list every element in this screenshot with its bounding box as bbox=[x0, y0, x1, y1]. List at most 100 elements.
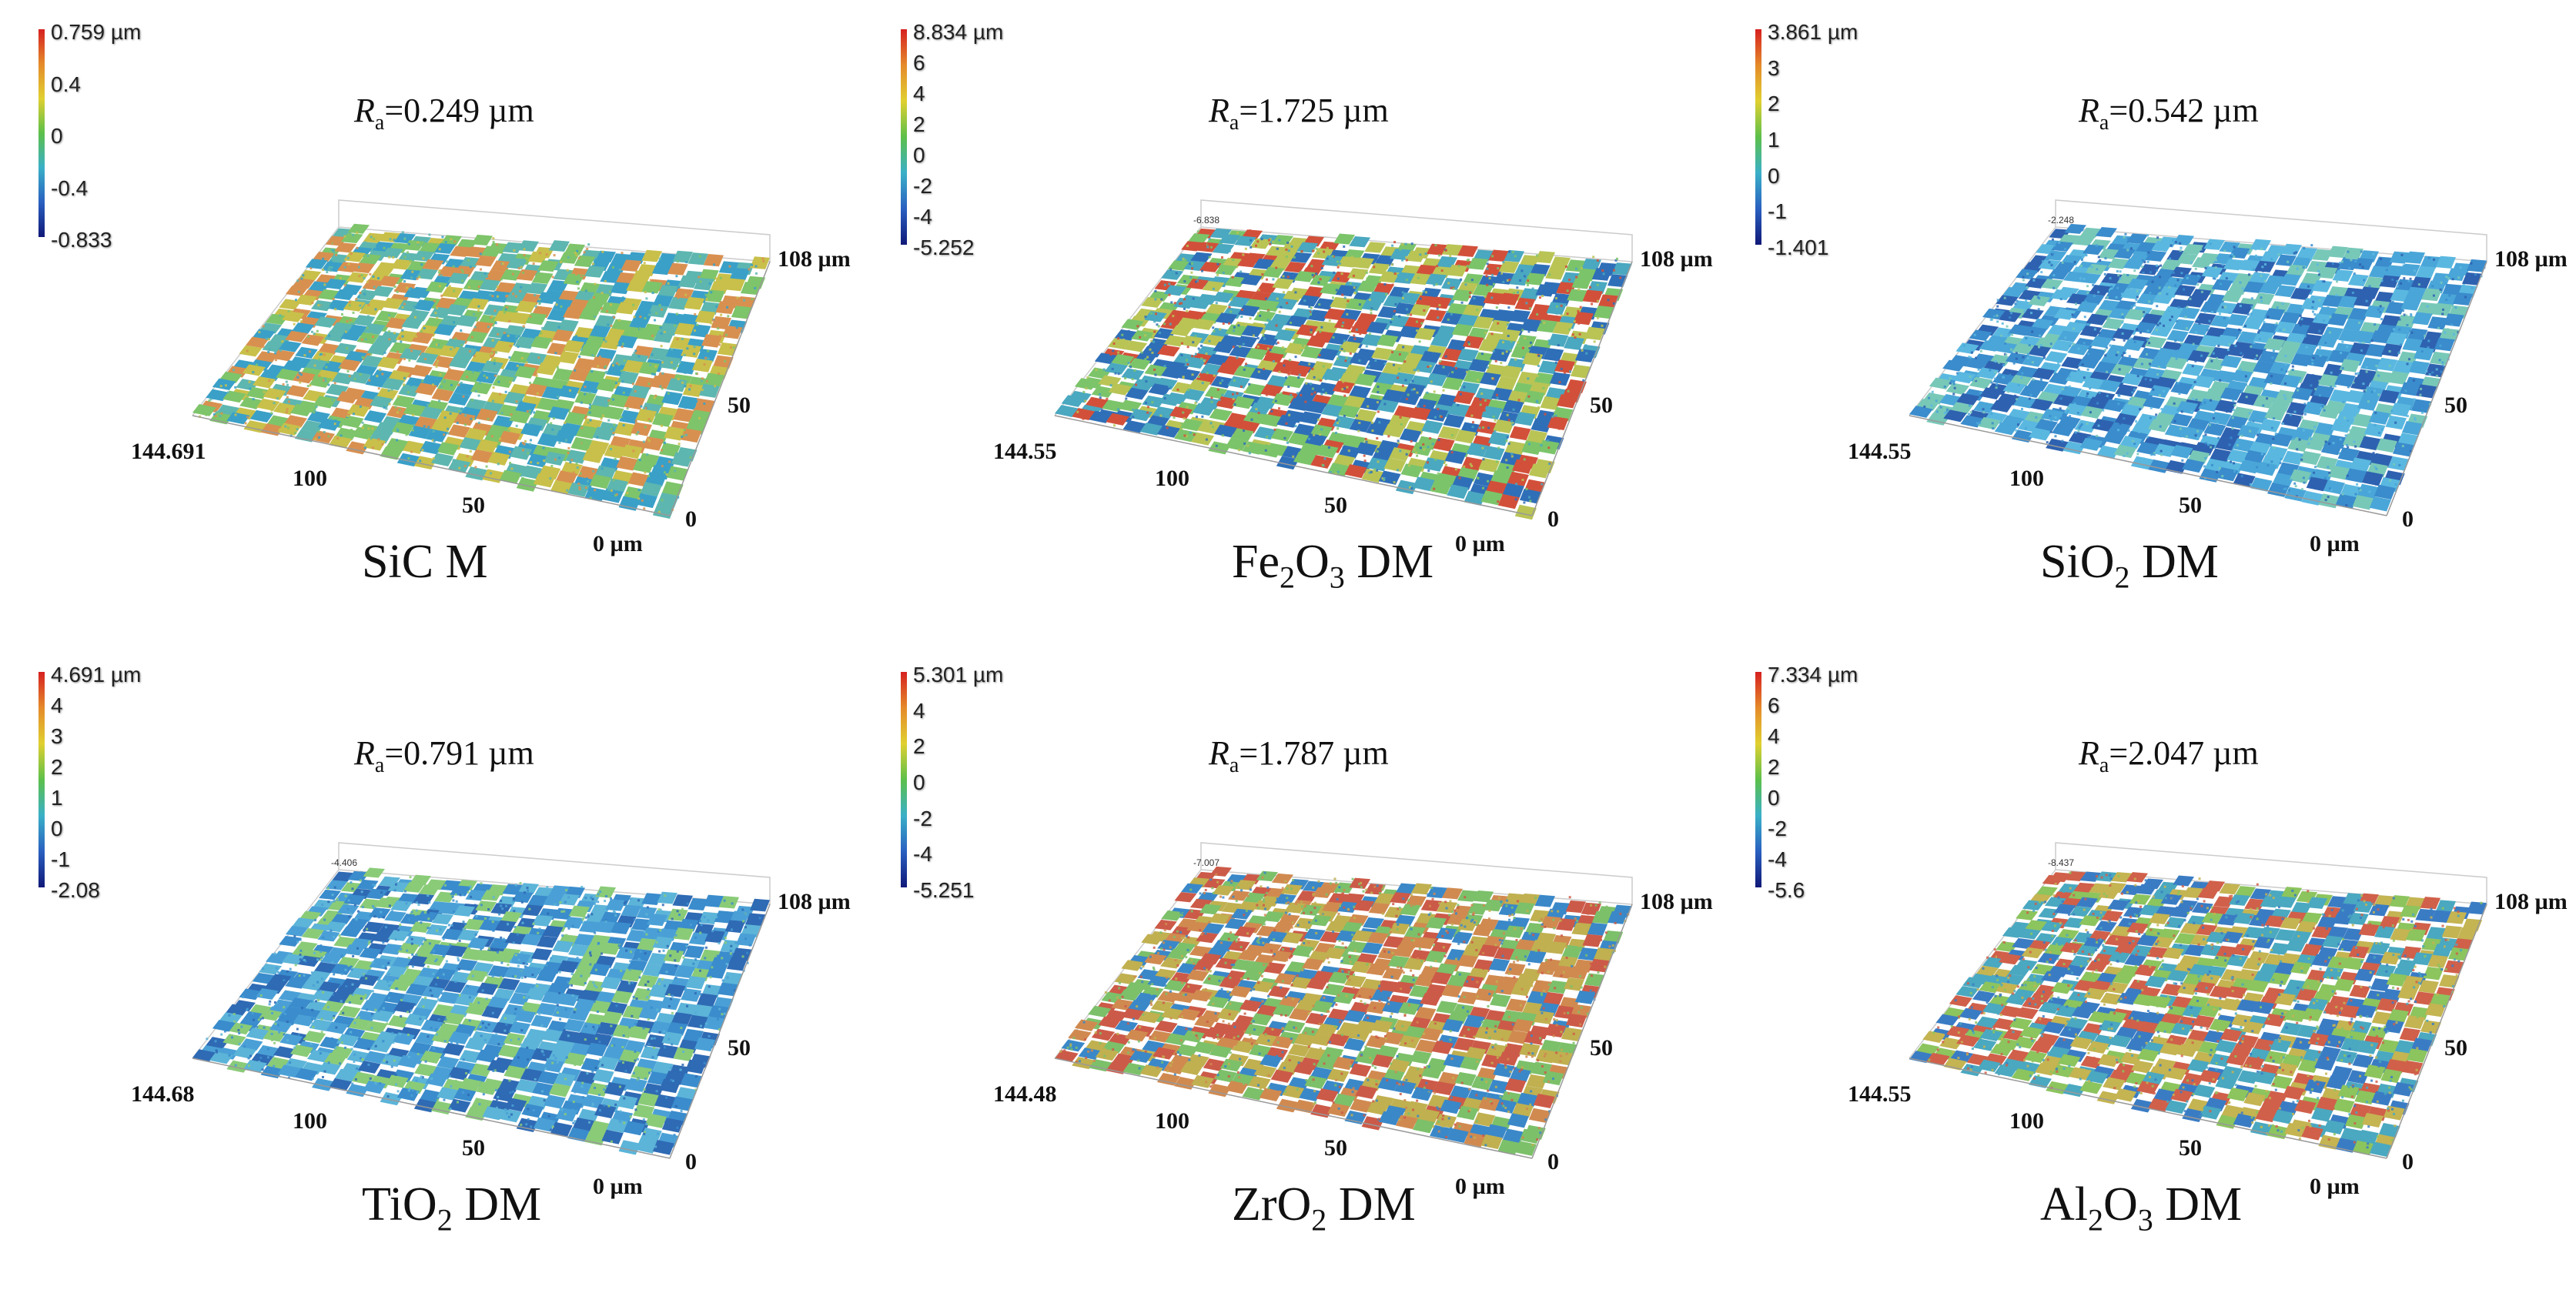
surface-speckle bbox=[2318, 394, 2321, 397]
surface-speckle bbox=[541, 479, 544, 482]
surface-speckle bbox=[472, 418, 475, 421]
surface-cell bbox=[584, 266, 606, 278]
surface-speckle bbox=[2026, 421, 2029, 424]
surface-speckle bbox=[1377, 386, 1380, 389]
surface-cell bbox=[1457, 348, 1479, 362]
surface-speckle bbox=[717, 327, 720, 330]
surface-speckle bbox=[2347, 446, 2350, 449]
surface-speckle bbox=[1359, 272, 1362, 276]
surface-cell bbox=[2098, 379, 2122, 393]
surface-speckle bbox=[1266, 347, 1270, 350]
surface-cell bbox=[431, 1101, 454, 1115]
surface-cell bbox=[1462, 336, 1484, 349]
surface-speckle bbox=[596, 436, 599, 439]
surface-speckle bbox=[2133, 340, 2136, 343]
surface-cell bbox=[464, 1037, 487, 1051]
surface-speckle bbox=[654, 319, 657, 322]
surface-speckle bbox=[617, 363, 621, 366]
surface-speckle bbox=[2252, 419, 2255, 423]
surface-speckle bbox=[2086, 423, 2089, 426]
surface-speckle bbox=[2380, 318, 2384, 321]
surface-speckle bbox=[410, 349, 413, 352]
surface-speckle bbox=[641, 499, 644, 502]
surface-cell bbox=[627, 472, 651, 487]
surface-speckle bbox=[1153, 320, 1156, 323]
surface-speckle bbox=[1158, 331, 1161, 334]
surface-speckle bbox=[1320, 393, 1323, 396]
surface-cell bbox=[2250, 239, 2271, 251]
surface-speckle bbox=[610, 489, 613, 492]
surface-cell bbox=[1321, 369, 1344, 382]
surface-cell bbox=[489, 290, 511, 303]
surface-speckle bbox=[1539, 322, 1542, 326]
surface-cell bbox=[1227, 376, 1250, 389]
surface-cell bbox=[2434, 337, 2455, 352]
surface-speckle bbox=[2322, 319, 2325, 322]
surface-speckle bbox=[1537, 426, 1541, 429]
surface-speckle bbox=[1568, 328, 1571, 331]
surface-cell bbox=[1466, 443, 1488, 457]
surface-speckle bbox=[1527, 496, 1531, 499]
surface-cell bbox=[527, 453, 549, 468]
surface-speckle bbox=[2233, 470, 2236, 473]
surface-speckle bbox=[587, 421, 590, 424]
surface-speckle bbox=[2123, 454, 2126, 457]
surface-cell bbox=[2443, 313, 2464, 327]
surface-speckle bbox=[1482, 426, 1485, 429]
surface-speckle bbox=[2272, 349, 2275, 352]
surface-speckle bbox=[1229, 400, 1233, 403]
surface-speckle bbox=[1114, 372, 1117, 375]
surface-speckle bbox=[1522, 356, 1525, 359]
surface-speckle bbox=[1168, 293, 1171, 296]
surface-speckle bbox=[508, 450, 511, 453]
surface-speckle bbox=[2336, 280, 2339, 283]
surface-speckle bbox=[361, 292, 364, 296]
surface-cell bbox=[674, 322, 695, 336]
surface-speckle bbox=[1494, 419, 1497, 422]
surface-cell bbox=[239, 396, 263, 409]
surface-cell bbox=[631, 270, 652, 283]
surface-cell bbox=[1104, 363, 1128, 375]
surface-cell bbox=[433, 323, 456, 336]
surface-speckle bbox=[1982, 408, 1985, 411]
surface-cell bbox=[1584, 326, 1605, 341]
surface-cell bbox=[477, 950, 500, 962]
surface-speckle bbox=[423, 358, 427, 361]
surface-cell bbox=[470, 351, 493, 364]
surface-speckle bbox=[2179, 249, 2182, 252]
surface-cell bbox=[279, 1033, 303, 1046]
surface-cell bbox=[2330, 419, 2353, 433]
surface-cell bbox=[1377, 334, 1399, 347]
surface-speckle bbox=[2087, 436, 2090, 439]
surface-cell bbox=[703, 373, 724, 387]
surface-speckle bbox=[1405, 453, 1408, 456]
surface-speckle bbox=[1332, 296, 1335, 299]
surface-speckle bbox=[1413, 448, 1416, 451]
surface-speckle bbox=[2069, 415, 2072, 418]
surface-speckle bbox=[1512, 262, 1515, 266]
surface-speckle bbox=[605, 370, 608, 373]
surface-cell bbox=[359, 947, 382, 959]
surface-speckle bbox=[644, 426, 647, 429]
surface-speckle bbox=[2016, 299, 2019, 302]
surface-speckle bbox=[542, 446, 545, 449]
surface-speckle bbox=[2136, 296, 2139, 299]
surface-speckle bbox=[477, 305, 480, 308]
surface-speckle bbox=[1323, 250, 1326, 253]
surface-speckle bbox=[1342, 446, 1345, 449]
surface-cell bbox=[442, 1042, 465, 1056]
surface-speckle bbox=[681, 463, 684, 466]
surface-cell bbox=[1564, 336, 1584, 350]
surface-cell bbox=[680, 428, 702, 443]
surface-speckle bbox=[460, 407, 463, 410]
surface-cell bbox=[1510, 309, 1531, 323]
surface-cell bbox=[1490, 469, 1513, 485]
surface-cell bbox=[1512, 459, 1534, 474]
surface-cell bbox=[2253, 292, 2275, 306]
surface-speckle bbox=[1525, 302, 1528, 305]
surface-cell bbox=[621, 259, 642, 272]
surface-cell bbox=[443, 369, 466, 382]
surface-cell bbox=[414, 1063, 437, 1077]
axis-label-x100: 100 bbox=[2009, 466, 2044, 491]
surface-cell bbox=[2243, 449, 2266, 464]
